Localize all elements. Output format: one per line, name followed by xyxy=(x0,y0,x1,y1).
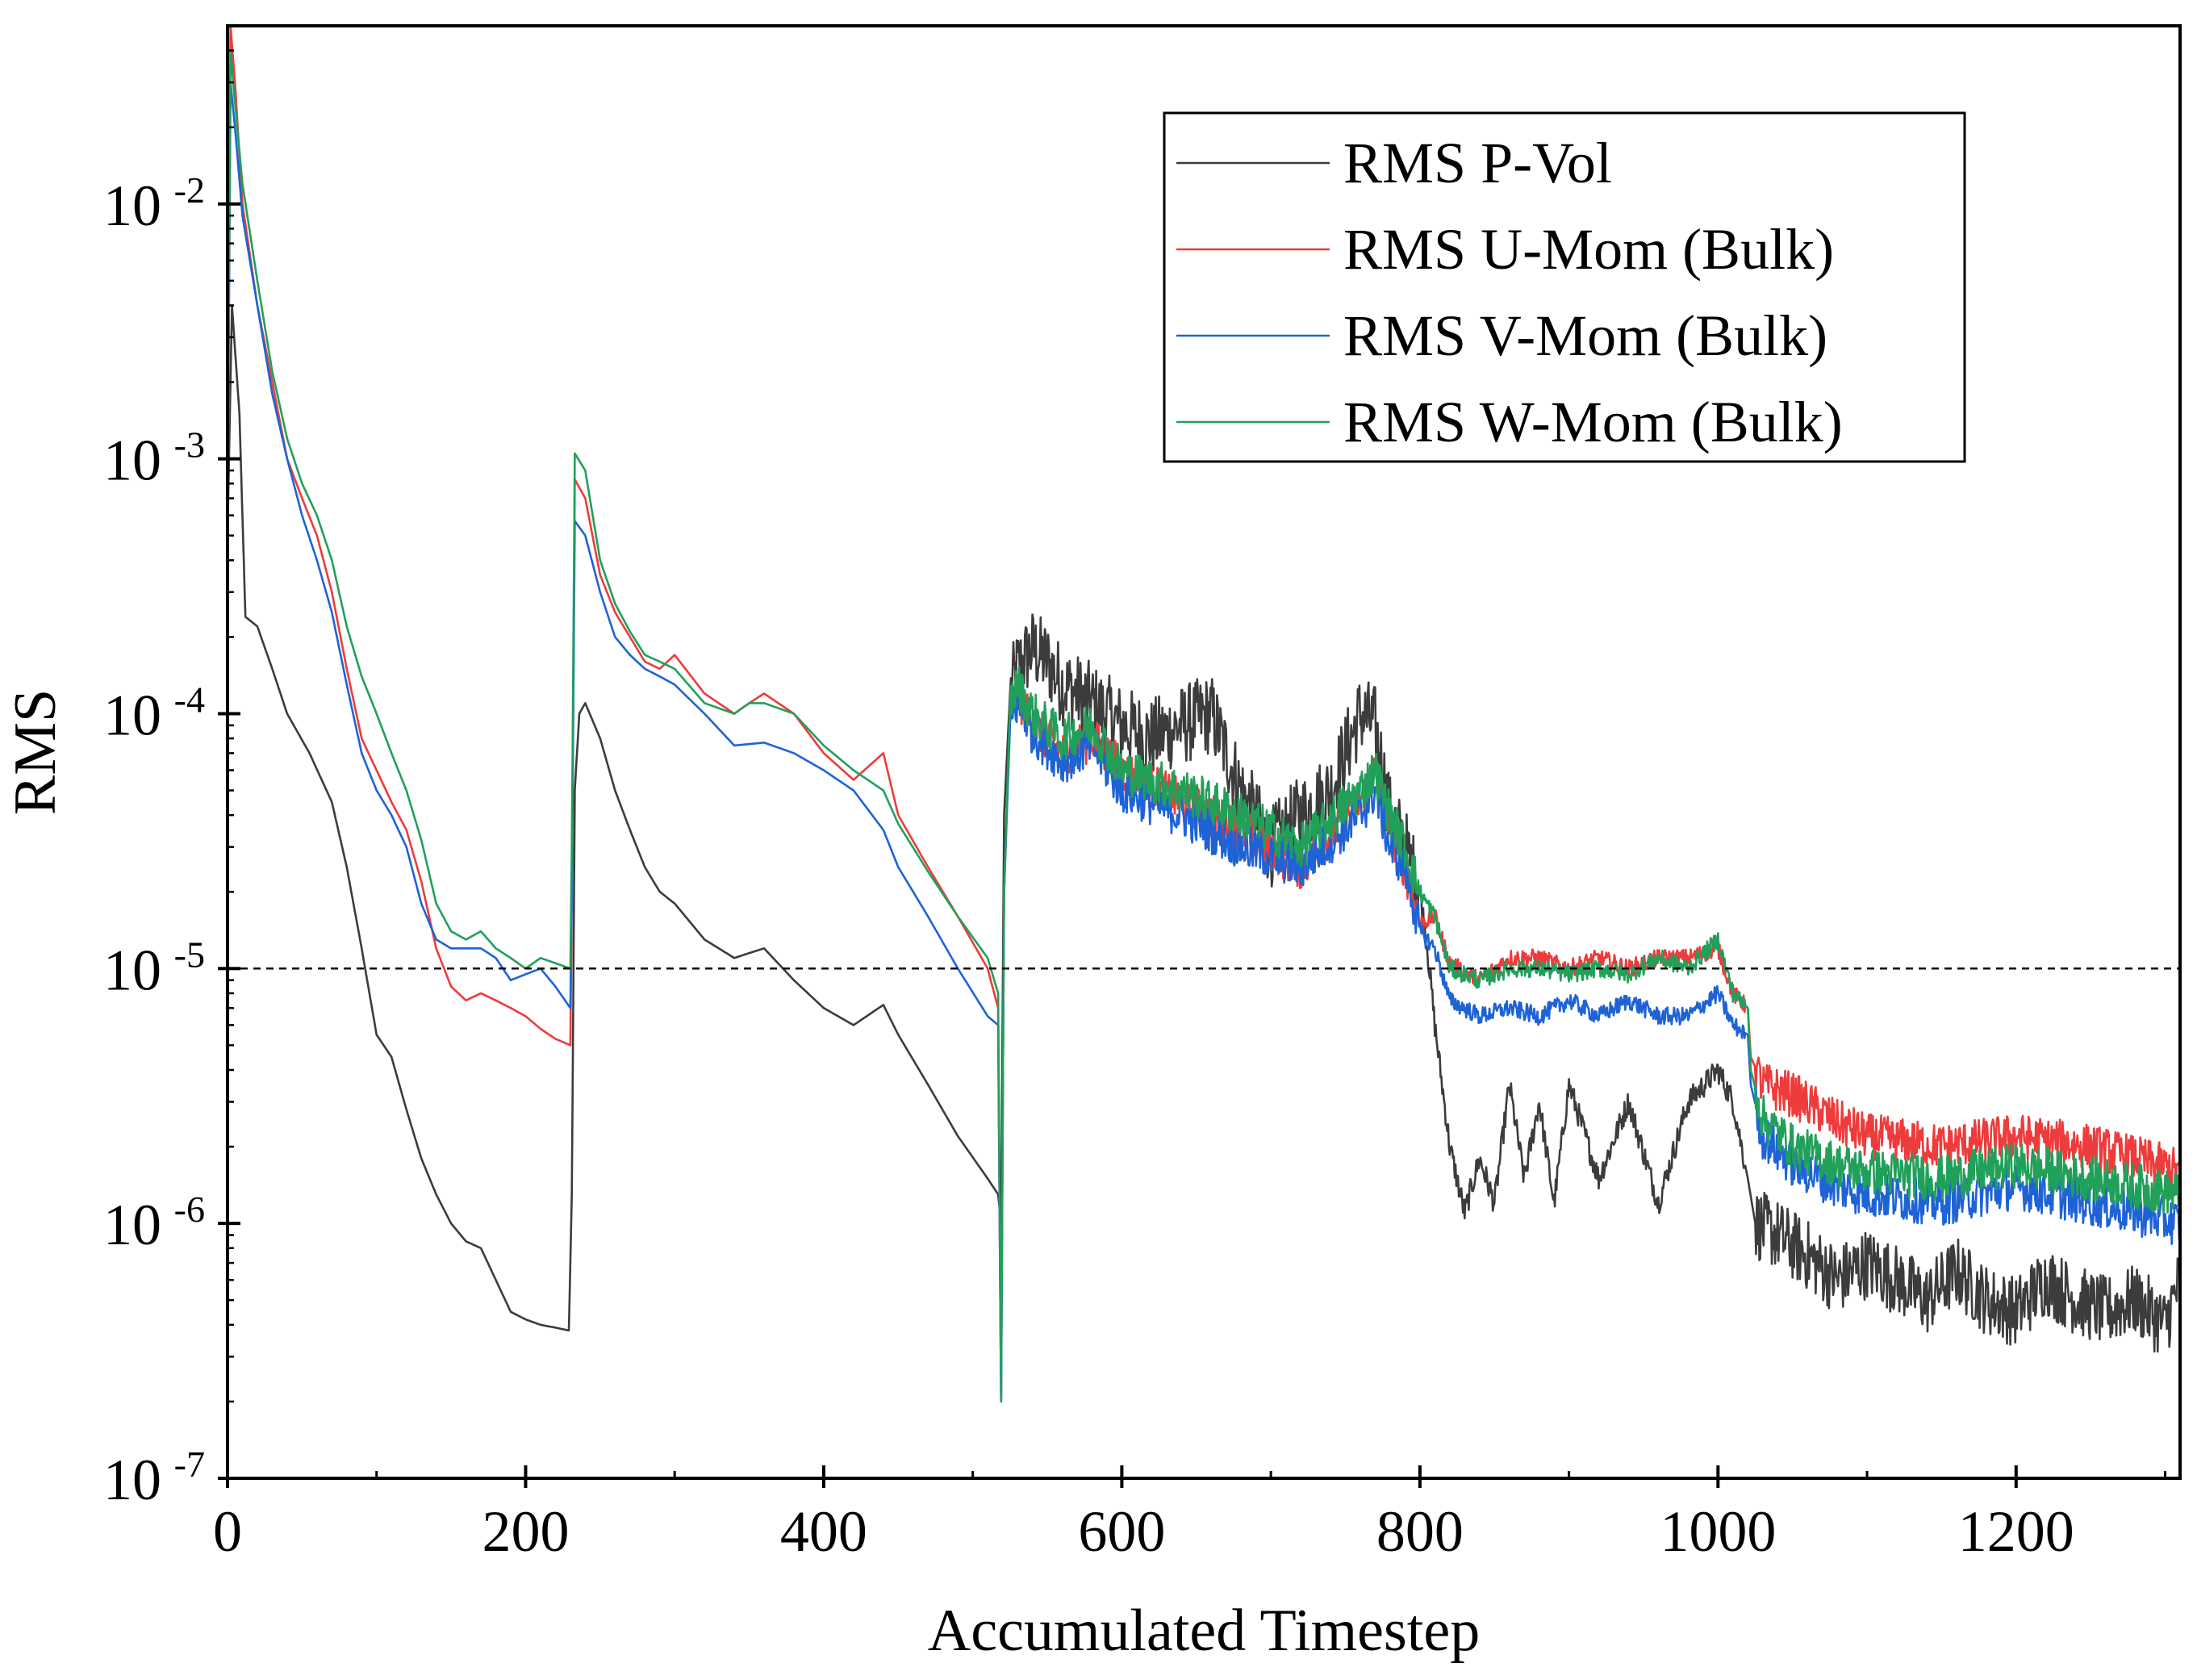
legend: RMS P-Vol RMS U-Mom (Bulk) RMS V-Mom (Bulk… xyxy=(1163,111,1966,463)
x-tick-label: 400 xyxy=(780,1499,867,1564)
y-tick-exponent: -4 xyxy=(174,679,205,720)
y-tick-exponent: -5 xyxy=(174,934,205,975)
y-tick-base: 10 xyxy=(103,173,161,238)
y-tick-label: 10 xyxy=(103,683,161,747)
y-tick-exponent: -3 xyxy=(174,424,205,466)
y-tick-label: 10 xyxy=(103,173,161,238)
y-tick-exponent: -6 xyxy=(174,1189,205,1230)
y-tick-base: 10 xyxy=(103,938,161,1002)
y-tick-label: 10 xyxy=(103,428,161,493)
plot-frame xyxy=(226,24,2182,1480)
y-axis: 10 -7 10 -6 10 -5 10 -4 10 -3 10 -2 xyxy=(103,49,240,1512)
x-tick-label: 800 xyxy=(1376,1499,1464,1564)
x-tick-label: 600 xyxy=(1078,1499,1165,1564)
legend-label-4: RMS W-Mom (Bulk) xyxy=(1343,390,1843,454)
y-tick-label: 10 xyxy=(103,1448,161,1512)
series-layer xyxy=(226,24,2182,1403)
x-tick-label: 200 xyxy=(482,1499,569,1564)
series-line-1 xyxy=(226,304,2182,1353)
legend-label-2: RMS U-Mom (Bulk) xyxy=(1343,217,1834,282)
legend-label-3: RMS V-Mom (Bulk) xyxy=(1343,303,1827,368)
x-axis: 0 200 400 600 800 1000 1200 xyxy=(213,1465,2167,1564)
y-tick-base: 10 xyxy=(103,1193,161,1257)
y-tick-exponent: -7 xyxy=(174,1444,205,1485)
y-tick-base: 10 xyxy=(103,1448,161,1512)
y-tick-base: 10 xyxy=(103,683,161,747)
x-tick-label: 0 xyxy=(213,1499,242,1564)
series-line-4 xyxy=(226,49,2182,1403)
series-line-3 xyxy=(226,81,2182,1403)
y-tick-label: 10 xyxy=(103,1193,161,1257)
y-tick-label: 10 xyxy=(103,938,161,1002)
legend-label-1: RMS P-Vol xyxy=(1343,131,1612,195)
legend-box xyxy=(1163,111,1966,463)
x-tick-label: 1200 xyxy=(1958,1499,2074,1564)
y-tick-base: 10 xyxy=(103,428,161,493)
x-axis-title: Accumulated Timestep xyxy=(928,1598,1480,1664)
y-tick-exponent: -2 xyxy=(174,169,205,211)
y-axis-title: RMS xyxy=(2,689,69,815)
x-tick-label: 1000 xyxy=(1660,1499,1776,1564)
